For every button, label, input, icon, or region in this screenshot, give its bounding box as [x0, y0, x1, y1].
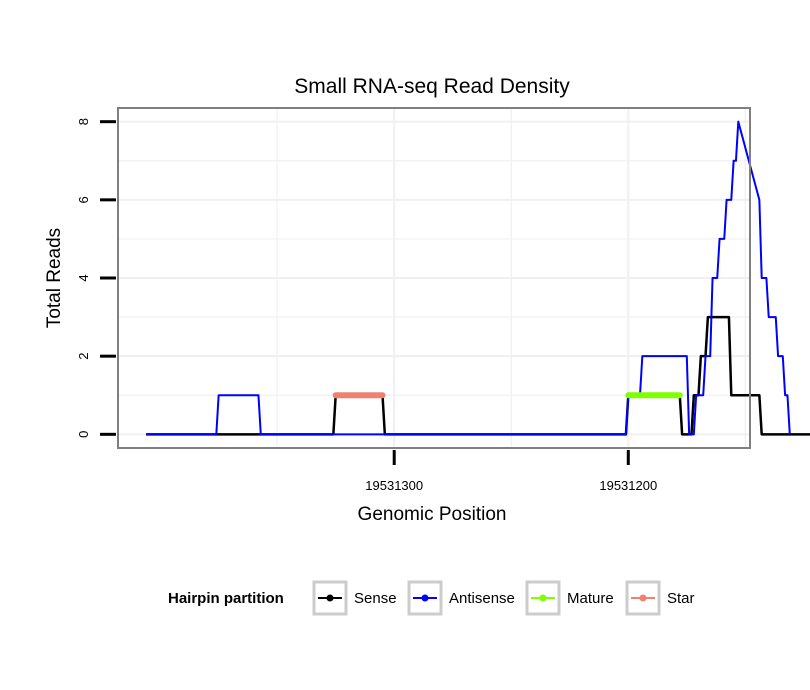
y-tick-label: 6 [76, 196, 91, 203]
legend-title: Hairpin partition [168, 590, 284, 607]
x-tick-label: 19531300 [365, 478, 423, 493]
y-axis-title: Total Reads [44, 228, 65, 328]
legend-key-point [639, 594, 647, 602]
y-tick-label: 2 [76, 353, 91, 360]
grid-lines [118, 108, 750, 448]
x-tick-label: 19531200 [599, 478, 657, 493]
legend-label: Mature [567, 590, 614, 607]
legend-key-box [525, 580, 561, 616]
legend-item-antisense: Antisense [407, 580, 515, 616]
x-axis: 19531300 19531200 [365, 450, 657, 493]
plot-area [117, 107, 810, 449]
chart-title: Small RNA-seq Read Density [294, 75, 570, 98]
legend-key-point [421, 594, 429, 602]
legend-key-point [326, 594, 334, 602]
legend: Hairpin partition Sense Antisense Mature St… [168, 580, 695, 616]
y-tick-label: 0 [76, 431, 91, 438]
legend-label: Antisense [449, 590, 515, 607]
legend-label: Sense [354, 590, 397, 607]
y-axis: 0 2 4 6 8 [76, 118, 116, 438]
x-axis-title: Genomic Position [358, 504, 507, 525]
legend-label: Star [667, 590, 695, 607]
y-tick-label: 8 [76, 118, 91, 125]
legend-item-star: Star [625, 580, 695, 616]
legend-key-point [539, 594, 547, 602]
series-layer [146, 120, 810, 436]
series-line-antisense [146, 120, 791, 436]
y-tick-label: 4 [76, 274, 91, 281]
legend-item-sense: Sense [312, 580, 397, 616]
panel-border [117, 107, 751, 449]
legend-item-mature: Mature [525, 580, 614, 616]
